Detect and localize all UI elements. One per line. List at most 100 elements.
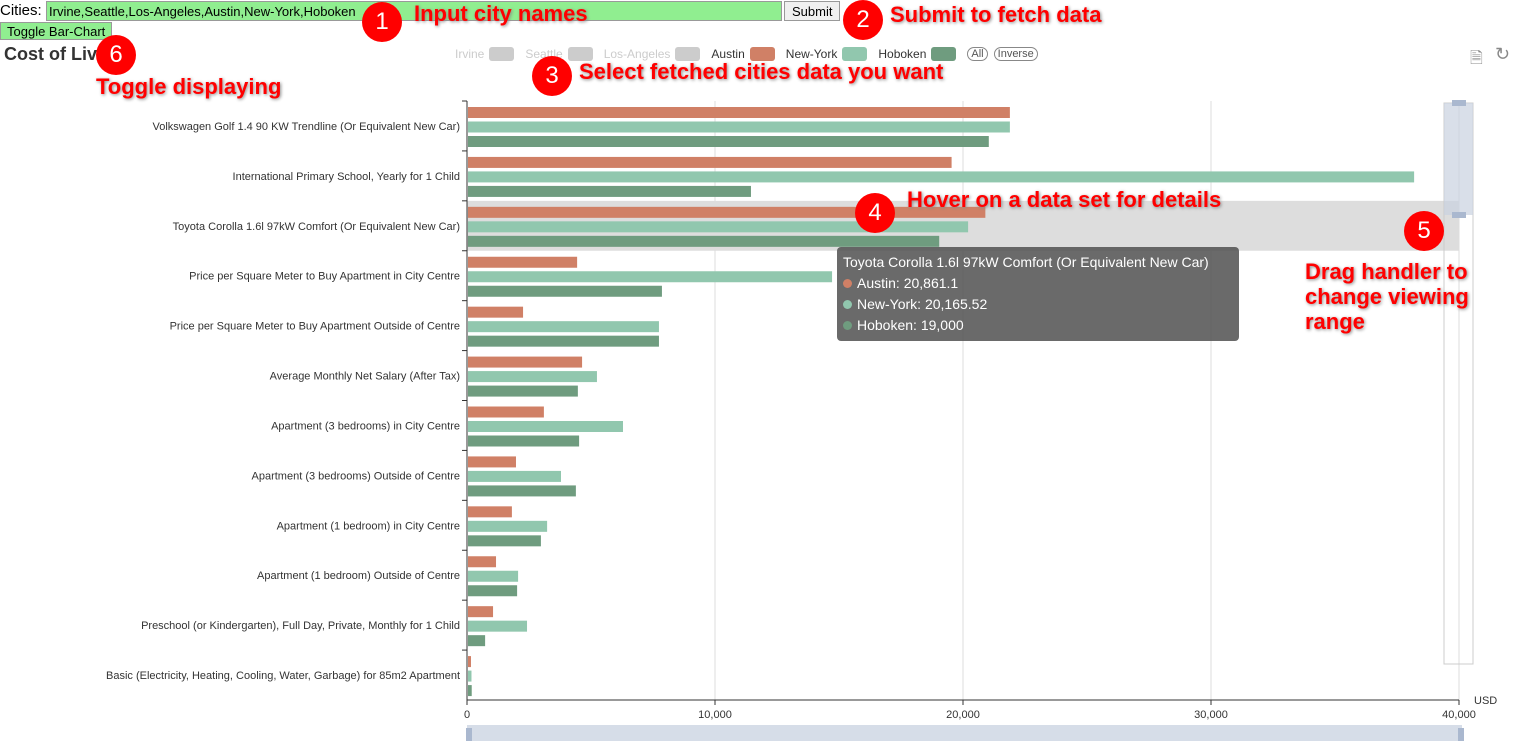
bar-hoboken — [468, 136, 989, 147]
bar-new-york — [468, 321, 659, 333]
bar-austin — [468, 506, 512, 518]
annotation-marker-6: 6 — [96, 35, 136, 75]
bar-hoboken — [468, 535, 541, 547]
legend-item-los-angeles[interactable]: Los-Angeles — [604, 47, 701, 61]
cities-input[interactable] — [46, 1, 782, 21]
horizontal-zoom-slider — [467, 725, 1462, 741]
bar-austin — [468, 456, 516, 468]
bar-hoboken — [468, 385, 578, 397]
bar-hoboken — [468, 335, 659, 347]
tooltip-row-new-york: New-York: 20,165.52 — [843, 294, 1233, 315]
bar-austin — [468, 206, 986, 218]
annotation-text-5: Drag handler to change viewing range — [1305, 259, 1469, 334]
annotation-marker-5: 5 — [1404, 211, 1444, 251]
bar-austin — [468, 356, 583, 368]
zoom-handle-top — [1452, 100, 1466, 106]
legend-swatch — [567, 47, 593, 61]
bar-new-york — [468, 470, 561, 482]
bar-new-york — [468, 421, 623, 432]
category-label: Basic (Electricity, Heating, Cooling, Wa… — [106, 670, 460, 682]
bar-hoboken — [468, 635, 486, 647]
x-tick-label: 0 — [464, 709, 470, 721]
bar-austin — [468, 556, 497, 568]
x-axis-unit: USD — [1474, 695, 1497, 707]
category-label: Apartment (3 bedrooms) in City Centre — [271, 420, 460, 432]
legend-label: Hoboken — [878, 47, 927, 61]
tooltip: Toyota Corolla 1.6l 97kW Comfort (Or Equ… — [837, 247, 1239, 341]
legend-swatch — [489, 47, 515, 61]
legend-item-irvine[interactable]: Irvine — [455, 47, 515, 61]
annotation-marker-3: 3 — [532, 56, 572, 96]
tooltip-row-austin: Austin: 20,861.1 — [843, 273, 1233, 294]
bar-new-york — [468, 670, 472, 682]
annotation-marker-1: 1 — [362, 2, 402, 42]
bar-hoboken — [468, 685, 472, 697]
data-view-icon[interactable]: 🗎 — [1470, 50, 1483, 67]
annotation-text-1: Input city names — [414, 1, 588, 26]
annotation-marker-4: 4 — [855, 193, 895, 233]
bar-hoboken — [468, 485, 576, 497]
annotation-text-2: Submit to fetch data — [890, 2, 1102, 27]
legend-item-new-york[interactable]: New-York — [786, 47, 868, 61]
zoom-handle-bottom — [1452, 212, 1466, 218]
bar-austin — [468, 107, 1010, 118]
bar-austin — [468, 156, 952, 168]
category-label: Apartment (1 bedroom) in City Centre — [277, 520, 460, 532]
annotation-text-3: Select fetched cities data you want — [579, 59, 944, 84]
tooltip-row-hoboken: Hoboken: 19,000 — [843, 315, 1233, 336]
bar-austin — [468, 306, 524, 318]
tooltip-title: Toyota Corolla 1.6l 97kW Comfort (Or Equ… — [843, 254, 1209, 270]
annotation-text-4: Hover on a data set for details — [907, 187, 1222, 212]
legend: Irvine Seattle Los-Angeles Austin New-York Ho… — [455, 47, 1038, 61]
category-label: Toyota Corolla 1.6l 97kW Comfort (Or Equ… — [173, 221, 460, 233]
x-tick-label: 30,000 — [1194, 709, 1228, 721]
zoom-window — [1444, 103, 1473, 215]
inverse-button[interactable]: Inverse — [993, 47, 1038, 61]
category-label: Price per Square Meter to Buy Apartment … — [189, 271, 460, 283]
bar-austin — [468, 406, 544, 418]
bar-new-york — [468, 620, 528, 632]
restore-icon[interactable]: ↻ — [1495, 44, 1511, 64]
legend-swatch — [675, 47, 701, 61]
bar-austin — [468, 256, 578, 268]
category-label: Apartment (3 bedrooms) Outside of Centre — [252, 470, 460, 482]
legend-label: New-York — [785, 47, 838, 61]
bar-new-york — [468, 570, 519, 582]
bar-austin — [468, 656, 471, 668]
category-label: Price per Square Meter to Buy Apartment … — [170, 321, 460, 333]
bar-hoboken — [468, 435, 580, 447]
bar-new-york — [468, 371, 597, 383]
toggle-bar-chart-button[interactable]: Toggle Bar-Chart — [0, 22, 113, 40]
chart-title: Cost of Liv — [4, 44, 97, 64]
category-label: Average Monthly Net Salary (After Tax) — [270, 371, 460, 383]
annotation-marker-2: 2 — [843, 0, 883, 40]
category-label: Preschool (or Kindergarten), Full Day, P… — [141, 620, 460, 632]
all-button[interactable]: All — [967, 47, 988, 61]
bar-hoboken — [468, 285, 662, 297]
hzoom-handle-right — [1458, 728, 1464, 741]
annotation-text-6: Toggle displaying — [96, 74, 282, 99]
x-tick-label: 40,000 — [1442, 709, 1476, 721]
submit-button[interactable]: Submit — [784, 1, 841, 21]
legend-label: Los-Angeles — [603, 47, 671, 61]
bar-hoboken — [468, 585, 518, 597]
bar-new-york — [468, 221, 969, 233]
category-label: Apartment (1 bedroom) Outside of Centre — [257, 570, 460, 582]
legend-label: Irvine — [455, 47, 485, 61]
bar-hoboken — [468, 185, 751, 197]
bar-austin — [468, 606, 494, 618]
legend-swatch — [842, 47, 868, 61]
hzoom-handle-left — [466, 728, 472, 741]
bar-new-york — [468, 271, 833, 283]
category-label: International Primary School, Yearly for… — [233, 171, 460, 183]
legend-item-austin[interactable]: Austin — [711, 47, 775, 61]
legend-label: Austin — [711, 47, 745, 61]
cities-label: Cities: — [0, 2, 42, 19]
legend-swatch — [749, 47, 775, 61]
category-label: Volkswagen Golf 1.4 90 KW Trendline (Or … — [152, 121, 460, 133]
bar-new-york — [468, 171, 1415, 183]
legend-item-hoboken[interactable]: Hoboken — [878, 47, 957, 61]
bar-new-york — [468, 121, 1010, 133]
legend-swatch — [931, 47, 957, 61]
